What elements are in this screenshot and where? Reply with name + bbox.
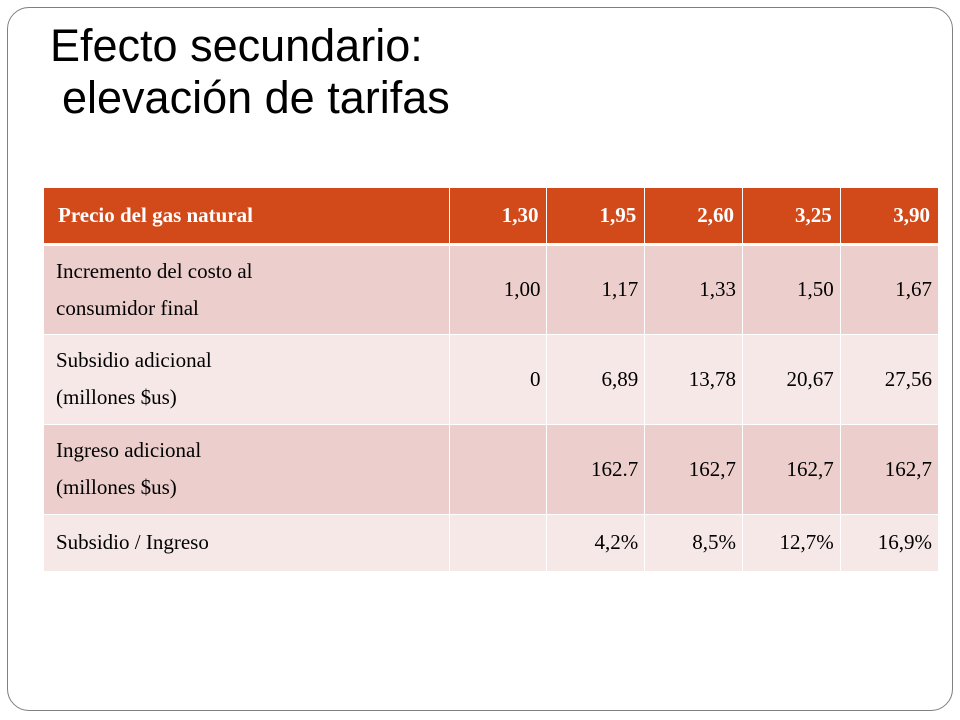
table-row: Subsidio / Ingreso 4,2% 8,5% 12,7% 16,9% xyxy=(44,514,938,572)
header-price: 1,30 xyxy=(449,188,548,246)
table-cell: 0 xyxy=(449,334,548,425)
table-cell: 16,9% xyxy=(840,514,938,572)
title-line-2: elevación de tarifas xyxy=(62,72,450,123)
table-cell: 4,2% xyxy=(546,514,646,572)
table-cell: 162,7 xyxy=(644,424,743,515)
table-cell: 8,5% xyxy=(644,514,743,572)
table-cell: 1,67 xyxy=(840,244,938,335)
table-cell: 1,00 xyxy=(449,244,548,335)
table-row: Subsidio adicional (millones $us) 0 6,89… xyxy=(44,334,938,425)
table-cell xyxy=(449,514,548,572)
slide-title: Efecto secundario: elevación de tarifas xyxy=(50,20,450,124)
table-row: Incremento del costo al consumidor final… xyxy=(44,244,938,335)
row-label: Incremento del costo al consumidor final xyxy=(44,244,450,335)
row-label: Subsidio adicional (millones $us) xyxy=(44,334,450,425)
header-label: Precio del gas natural xyxy=(44,188,450,246)
table-row: Ingreso adicional (millones $us) 162.7 1… xyxy=(44,424,938,515)
row-label-line: (millones $us) xyxy=(56,475,177,499)
row-label-line: Incremento del costo al xyxy=(56,258,253,283)
row-label-line: Subsidio adicional xyxy=(56,348,212,372)
row-label: Subsidio / Ingreso xyxy=(44,514,450,572)
row-label: Ingreso adicional (millones $us) xyxy=(44,424,450,515)
table-cell: 20,67 xyxy=(742,334,841,425)
gas-price-table: Precio del gas natural 1,30 1,95 2,60 3,… xyxy=(44,188,938,572)
table-cell: 1,50 xyxy=(742,244,841,335)
row-label-line: (millones $us) xyxy=(56,385,177,409)
title-line-1: Efecto secundario: xyxy=(50,20,423,71)
table-cell: 162,7 xyxy=(840,424,938,515)
table-cell: 1,17 xyxy=(546,244,646,335)
table-cell: 1,33 xyxy=(644,244,743,335)
header-price: 1,95 xyxy=(546,188,646,246)
table-cell: 162.7 xyxy=(546,424,646,515)
header-price: 3,25 xyxy=(742,188,841,246)
table-cell: 12,7% xyxy=(742,514,841,572)
table-cell xyxy=(449,424,548,515)
table-cell: 6,89 xyxy=(546,334,646,425)
header-price: 2,60 xyxy=(644,188,743,246)
row-label-line: Ingreso adicional xyxy=(56,438,202,462)
table-cell: 27,56 xyxy=(840,334,938,425)
table-header-row: Precio del gas natural 1,30 1,95 2,60 3,… xyxy=(44,188,938,246)
header-price: 3,90 xyxy=(840,188,938,246)
table-cell: 162,7 xyxy=(742,424,841,515)
row-label-line: consumidor final xyxy=(56,295,199,320)
table-cell: 13,78 xyxy=(644,334,743,425)
